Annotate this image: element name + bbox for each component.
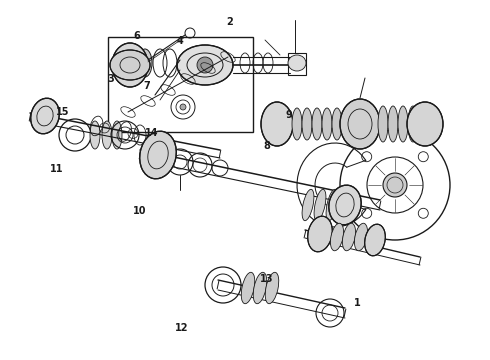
Ellipse shape	[340, 99, 380, 149]
Ellipse shape	[308, 216, 332, 252]
Text: 1: 1	[354, 298, 361, 308]
Ellipse shape	[110, 50, 150, 80]
Ellipse shape	[102, 121, 112, 149]
Ellipse shape	[288, 55, 306, 71]
Text: 13: 13	[260, 274, 274, 284]
Ellipse shape	[407, 102, 443, 146]
Ellipse shape	[241, 272, 255, 304]
Circle shape	[180, 104, 186, 110]
Ellipse shape	[253, 272, 267, 304]
Ellipse shape	[329, 185, 361, 225]
Ellipse shape	[112, 121, 122, 149]
Ellipse shape	[354, 223, 368, 251]
Text: 10: 10	[133, 206, 147, 216]
Text: 8: 8	[264, 141, 270, 151]
Ellipse shape	[140, 131, 176, 179]
Ellipse shape	[302, 108, 312, 140]
Ellipse shape	[342, 108, 352, 140]
Circle shape	[383, 173, 407, 197]
Text: 2: 2	[226, 17, 233, 27]
Ellipse shape	[265, 272, 279, 304]
Ellipse shape	[408, 106, 418, 142]
Bar	[288, 53, 306, 75]
Text: 4: 4	[177, 36, 184, 46]
Text: 6: 6	[134, 31, 141, 41]
Ellipse shape	[261, 102, 293, 146]
Ellipse shape	[388, 106, 398, 142]
Bar	[108, 37, 253, 132]
Text: 12: 12	[174, 323, 188, 333]
Ellipse shape	[312, 108, 322, 140]
Text: 3: 3	[107, 74, 114, 84]
Ellipse shape	[332, 108, 342, 140]
Ellipse shape	[365, 224, 385, 256]
Ellipse shape	[292, 108, 302, 140]
Text: 9: 9	[286, 110, 293, 120]
Ellipse shape	[398, 106, 408, 142]
Ellipse shape	[314, 189, 326, 221]
Ellipse shape	[112, 43, 148, 87]
Ellipse shape	[378, 106, 388, 142]
Ellipse shape	[197, 57, 213, 73]
Text: 11: 11	[49, 164, 63, 174]
Ellipse shape	[302, 189, 314, 221]
Ellipse shape	[177, 45, 233, 85]
Text: 14: 14	[145, 128, 159, 138]
Ellipse shape	[31, 98, 59, 134]
Text: 15: 15	[56, 107, 70, 117]
Ellipse shape	[326, 189, 338, 221]
Ellipse shape	[343, 223, 356, 251]
Ellipse shape	[138, 49, 152, 77]
Text: 7: 7	[144, 81, 150, 91]
Ellipse shape	[322, 108, 332, 140]
Ellipse shape	[330, 223, 343, 251]
Ellipse shape	[90, 121, 100, 149]
